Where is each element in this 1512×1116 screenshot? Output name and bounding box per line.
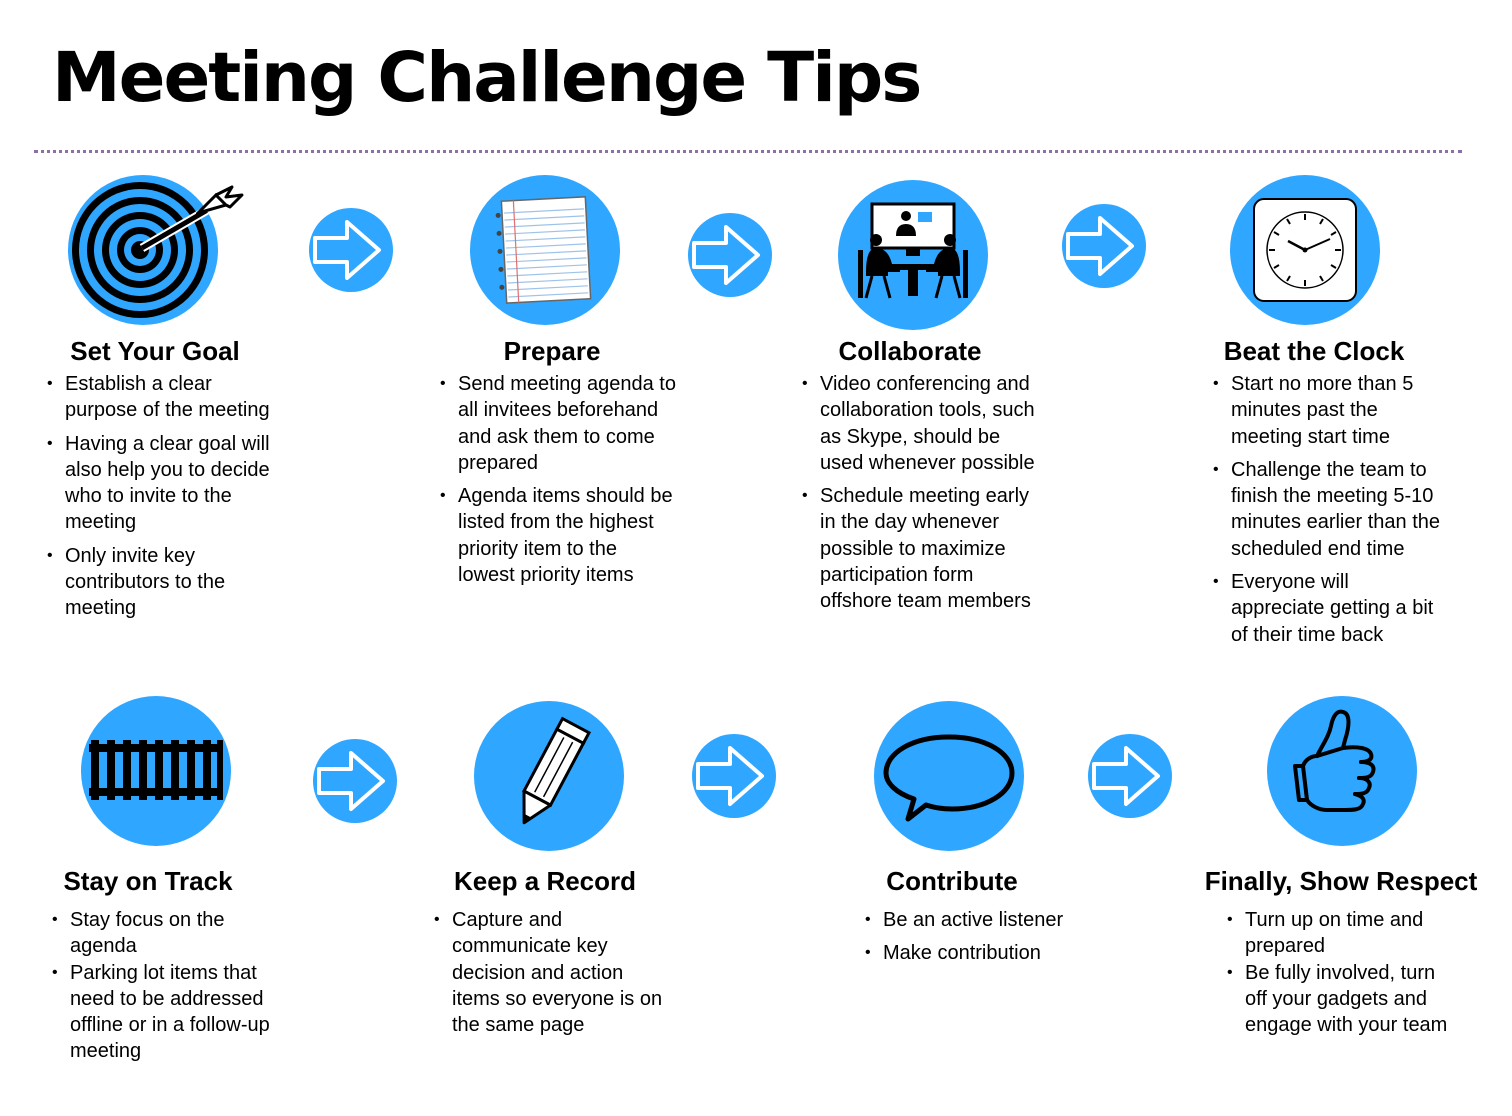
step-bullets: Start no more than 5 minutes past the me… [1213, 371, 1441, 655]
step-bullets: Stay focus on the agenda Parking lot ite… [52, 907, 292, 1072]
dart-fletching-icon [196, 185, 244, 216]
arrow-right-icon [1062, 204, 1146, 288]
railroad-track-icon [81, 696, 231, 846]
thumbs-up-icon [1267, 696, 1417, 846]
pencil-icon [474, 701, 624, 851]
title-divider [34, 150, 1462, 153]
step-bullets: Capture and communicate key decision and… [434, 907, 669, 1045]
bullet-item: Only invite key contributors to the meet… [47, 543, 287, 622]
notepad-icon [470, 175, 620, 325]
page-title: Meeting Challenge Tips [52, 38, 922, 118]
bullet-item: Send meeting agenda to all invitees befo… [440, 371, 678, 476]
arrow-right-icon [692, 734, 776, 818]
clock-icon [1230, 175, 1380, 325]
step-title: Contribute [886, 866, 1018, 896]
bullet-item: Be an active listener [865, 907, 1105, 934]
video-conference-icon [838, 180, 988, 330]
bullet-item: Turn up on time and prepared [1227, 907, 1459, 960]
step-title: Keep a Record [453, 866, 637, 896]
bullet-item: Be fully involved, turn off your gadgets… [1227, 960, 1459, 1039]
step-title: Stay on Track [63, 866, 233, 896]
bullet-item: Everyone will appreciate getting a bit o… [1213, 569, 1441, 648]
arrow-right-icon [313, 739, 397, 823]
bullet-item: Make contribution [865, 940, 1105, 967]
target-icon [68, 175, 218, 325]
step-title: Beat the Clock [1223, 336, 1405, 366]
bullet-item: Challenge the team to finish the meeting… [1213, 457, 1441, 562]
bullet-item: Parking lot items that need to be addres… [52, 960, 292, 1065]
bullet-item: Video conferencing and collaboration too… [802, 371, 1037, 476]
bullet-item: Start no more than 5 minutes past the me… [1213, 371, 1441, 450]
step-title: Set Your Goal [70, 336, 240, 366]
bullet-item: Agenda items should be listed from the h… [440, 483, 678, 588]
step-title: Finally, Show Respect [1204, 866, 1478, 896]
speech-bubble-icon [874, 701, 1024, 851]
step-bullets: Send meeting agenda to all invitees befo… [440, 371, 678, 595]
step-title: Collaborate [838, 336, 982, 366]
bullet-item: Stay focus on the agenda [52, 907, 292, 960]
bullet-item: Having a clear goal will also help you t… [47, 431, 287, 536]
bullet-item: Schedule meeting early in the day whenev… [802, 483, 1037, 614]
step-title: Prepare [503, 336, 601, 366]
step-bullets: Establish a clear purpose of the meeting… [47, 371, 287, 629]
step-bullets: Turn up on time and prepared Be fully in… [1227, 907, 1459, 1045]
step-bullets: Video conferencing and collaboration too… [802, 371, 1037, 622]
step-bullets: Be an active listener Make contribution [865, 907, 1105, 974]
bullet-item: Capture and communicate key decision and… [434, 907, 669, 1038]
arrow-right-icon [309, 208, 393, 292]
arrow-right-icon [1088, 734, 1172, 818]
bullet-item: Establish a clear purpose of the meeting [47, 371, 287, 424]
arrow-right-icon [688, 213, 772, 297]
